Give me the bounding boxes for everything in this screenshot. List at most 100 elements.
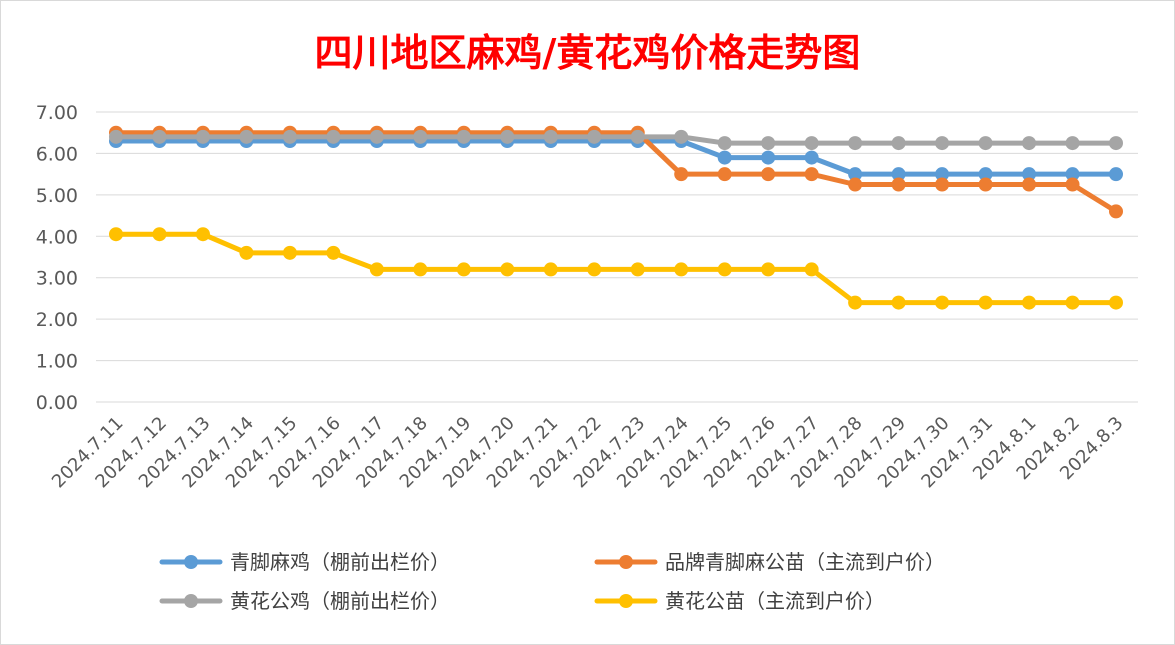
y-tick-label: 5.00 bbox=[36, 185, 78, 207]
data-point bbox=[978, 177, 993, 192]
data-point bbox=[761, 262, 776, 277]
series-lines bbox=[109, 125, 1123, 310]
legend-label: 品牌青脚麻公苗（主流到户价） bbox=[665, 550, 945, 574]
data-point bbox=[804, 262, 819, 277]
data-point bbox=[500, 262, 515, 277]
data-point bbox=[978, 167, 993, 182]
data-point bbox=[717, 136, 732, 151]
data-point bbox=[717, 150, 732, 165]
data-point bbox=[1022, 177, 1037, 192]
data-point bbox=[543, 129, 558, 144]
legend: 青脚麻鸡（棚前出栏价） 品牌青脚麻公苗（主流到户价） 黄花公鸡（棚前出栏价） 黄花公苗… bbox=[159, 550, 945, 613]
data-point bbox=[109, 129, 123, 144]
legend-marker bbox=[184, 594, 198, 608]
data-point bbox=[935, 177, 950, 192]
y-tick-label: 1.00 bbox=[36, 351, 78, 373]
data-point bbox=[369, 129, 384, 144]
data-point bbox=[848, 167, 863, 182]
legend-label: 黄花公鸡（棚前出栏价） bbox=[230, 589, 450, 613]
data-point bbox=[935, 295, 950, 310]
data-point bbox=[1109, 167, 1123, 182]
series-4 bbox=[109, 227, 1123, 310]
legend-marker bbox=[619, 594, 633, 608]
data-point bbox=[891, 167, 906, 182]
data-point bbox=[804, 150, 819, 165]
data-point bbox=[326, 245, 341, 260]
data-point bbox=[717, 262, 732, 277]
y-tick-label: 3.00 bbox=[36, 268, 78, 290]
data-point bbox=[1065, 167, 1080, 182]
data-point bbox=[891, 177, 906, 192]
data-point bbox=[804, 167, 819, 182]
legend-item: 品牌青脚麻公苗（主流到户价） bbox=[594, 550, 945, 574]
data-point bbox=[587, 262, 602, 277]
data-point bbox=[282, 245, 297, 260]
data-point bbox=[674, 167, 689, 182]
legend-label: 青脚麻鸡（棚前出栏价） bbox=[230, 550, 450, 574]
data-point bbox=[152, 227, 167, 242]
legend-item: 黄花公苗（主流到户价） bbox=[594, 589, 885, 613]
data-point bbox=[761, 167, 776, 182]
series-1 bbox=[109, 134, 1123, 182]
data-point bbox=[456, 129, 471, 144]
data-point bbox=[195, 227, 210, 242]
data-point bbox=[1022, 295, 1037, 310]
y-tick-label: 0.00 bbox=[36, 392, 78, 414]
data-point bbox=[630, 129, 645, 144]
data-point bbox=[1065, 295, 1080, 310]
y-tick-label: 2.00 bbox=[36, 309, 78, 331]
legend-marker bbox=[619, 555, 633, 569]
data-point bbox=[413, 262, 428, 277]
data-point bbox=[1022, 136, 1037, 151]
data-point bbox=[848, 136, 863, 151]
series-3 bbox=[109, 129, 1123, 151]
series-line bbox=[113, 130, 1119, 214]
data-point bbox=[587, 129, 602, 144]
series-line bbox=[113, 138, 1119, 177]
data-point bbox=[891, 295, 906, 310]
data-point bbox=[761, 150, 776, 165]
data-point bbox=[978, 136, 993, 151]
data-point bbox=[935, 136, 950, 151]
data-point bbox=[369, 262, 384, 277]
data-point bbox=[891, 136, 906, 151]
data-point bbox=[239, 245, 254, 260]
y-tick-label: 7.00 bbox=[36, 102, 78, 124]
series-line bbox=[113, 231, 1119, 306]
data-point bbox=[717, 167, 732, 182]
gridlines bbox=[96, 111, 1138, 403]
data-point bbox=[109, 227, 123, 242]
legend-marker bbox=[184, 555, 198, 569]
data-point bbox=[1065, 177, 1080, 192]
data-point bbox=[630, 262, 645, 277]
data-point bbox=[500, 129, 515, 144]
data-point bbox=[1065, 136, 1080, 151]
x-axis-tick-labels: 2024.7.112024.7.122024.7.132024.7.142024… bbox=[48, 413, 1128, 493]
data-point bbox=[326, 129, 341, 144]
data-point bbox=[1109, 204, 1123, 219]
data-point bbox=[282, 129, 297, 144]
y-axis-tick-labels: 0.00 1.00 2.00 3.00 4.00 5.00 6.00 7.00 bbox=[36, 102, 78, 414]
legend-item: 青脚麻鸡（棚前出栏价） bbox=[159, 550, 450, 574]
data-point bbox=[456, 262, 471, 277]
data-point bbox=[1109, 136, 1123, 151]
y-tick-label: 6.00 bbox=[36, 143, 78, 165]
data-point bbox=[804, 136, 819, 151]
data-point bbox=[195, 129, 210, 144]
chart-title: 四川地区麻鸡/黄花鸡价格走势图 bbox=[314, 30, 861, 75]
data-point bbox=[674, 129, 689, 144]
data-point bbox=[935, 167, 950, 182]
data-point bbox=[848, 295, 863, 310]
data-point bbox=[413, 129, 428, 144]
data-point bbox=[674, 262, 689, 277]
data-point bbox=[1109, 295, 1123, 310]
data-point bbox=[152, 129, 167, 144]
data-point bbox=[978, 295, 993, 310]
data-point bbox=[1022, 167, 1037, 182]
series-line bbox=[113, 134, 1119, 146]
legend-label: 黄花公苗（主流到户价） bbox=[665, 589, 885, 613]
legend-item: 黄花公鸡（棚前出栏价） bbox=[159, 589, 450, 613]
data-point bbox=[239, 129, 254, 144]
